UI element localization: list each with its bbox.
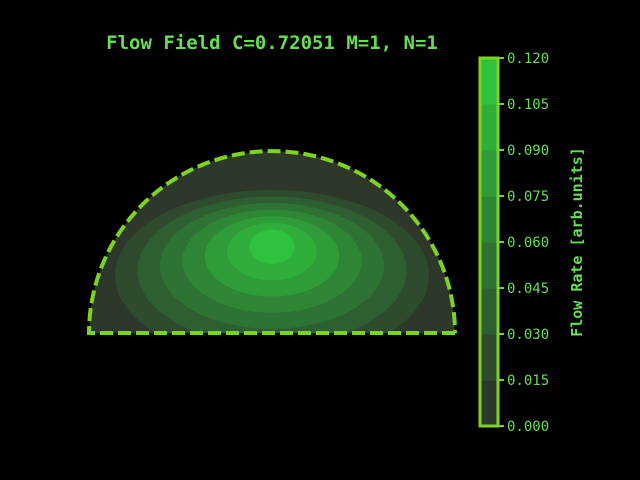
- domain-boundary: [86, 149, 457, 335]
- colorbar-band: [480, 58, 498, 105]
- colorbar-band: [480, 242, 498, 289]
- colorbar-tick-label: 0.030: [507, 327, 549, 343]
- colorbar-band: [480, 380, 498, 427]
- colorbar-band: [480, 104, 498, 151]
- colorbar-ticks: 0.000 0.015 0.030 0.045 0.060 0.075 0.090 0.105…: [498, 51, 549, 435]
- colorbar-tick-label: 0.105: [507, 97, 549, 113]
- colorbar-tick-label: 0.045: [507, 281, 549, 297]
- colorbar-band: [480, 288, 498, 335]
- colorbar-label: Flow Rate [arb.units]: [568, 147, 586, 337]
- colorbar-tick-label: 0.060: [507, 235, 549, 251]
- colorbar: 0.000 0.015 0.030 0.045 0.060 0.075 0.090 0.105…: [478, 51, 586, 435]
- colorbar-bands: [480, 58, 498, 427]
- colorbar-tick-label: 0.090: [507, 143, 549, 159]
- colorbar-band: [480, 150, 498, 197]
- contour-band-0.12: [249, 229, 295, 265]
- colorbar-tick-label: 0.015: [507, 373, 549, 389]
- colorbar-band: [480, 334, 498, 381]
- colorbar-band: [480, 196, 498, 243]
- colorbar-tick-label: 0.075: [507, 189, 549, 205]
- flow-field-contours: [89, 151, 455, 333]
- colorbar-tick-label: 0.000: [507, 419, 549, 435]
- colorbar-tick-label: 0.120: [507, 51, 549, 67]
- chart-title: Flow Field C=0.72051 M=1, N=1: [106, 32, 438, 54]
